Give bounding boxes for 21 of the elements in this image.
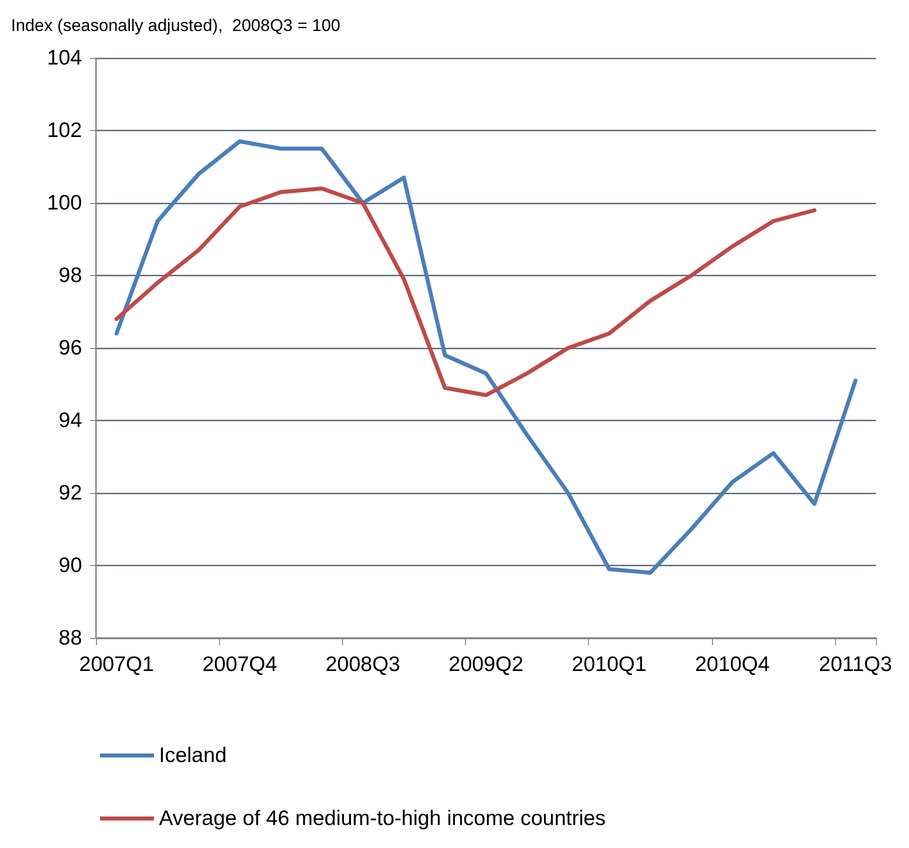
x-tick-label: 2008Q3 [325, 653, 400, 676]
x-tick-label: 2009Q2 [448, 653, 524, 676]
x-tick-label: 2007Q4 [202, 653, 278, 676]
y-tick-label: 102 [46, 119, 82, 142]
legend-label: Iceland [159, 744, 227, 767]
y-tick-label: 100 [46, 192, 82, 214]
y-tick-label: 98 [58, 264, 82, 287]
y-tick-label: 94 [58, 409, 82, 432]
y-tick-label: 96 [58, 336, 82, 360]
y-axis-title: Index (seasonally adjusted), 2008Q3 = 100 [11, 16, 340, 35]
y-tick-label: 88 [58, 626, 82, 650]
x-tick-label: 2010Q1 [572, 653, 647, 676]
x-tick-label: 2010Q4 [694, 653, 770, 676]
y-tick-label: 90 [58, 554, 82, 577]
line-series [114, 139, 858, 575]
x-tick-label: 2011Q3 [818, 653, 892, 676]
legend-label: Average of 46 medium-to-high income countries [159, 807, 606, 830]
y-tick-label: 92 [58, 482, 82, 504]
y-tick-label: 104 [46, 46, 82, 70]
line-series [114, 186, 816, 398]
x-tick-label: 2007Q1 [79, 653, 154, 676]
